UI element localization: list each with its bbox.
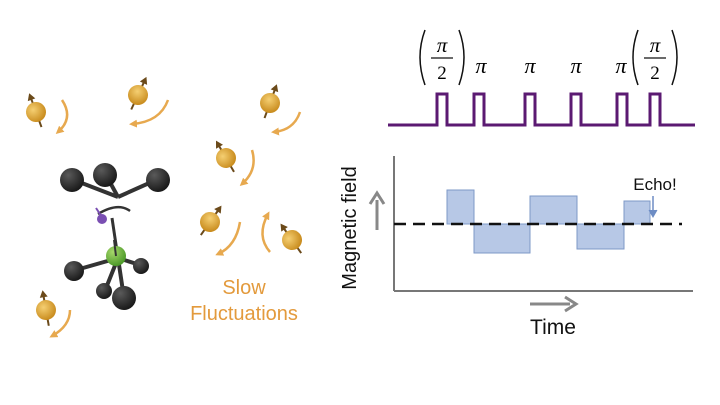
ligand-atom	[146, 168, 170, 192]
nuclear-spin	[26, 93, 46, 128]
ligand-atom	[60, 168, 84, 192]
field-segment	[473, 223, 531, 254]
denominator: 2	[437, 63, 447, 84]
echo-arrowhead	[648, 209, 658, 219]
field-plot: Magnetic field Time Echo!	[339, 156, 693, 339]
ligand-atom	[93, 163, 117, 187]
ligand-atom	[112, 286, 136, 310]
pulse-label-pi: π	[615, 53, 627, 78]
rotation-arrow	[261, 211, 271, 253]
rotation-arrow	[129, 99, 170, 128]
nuclear-spin	[280, 223, 302, 254]
pulse-label-pi: π	[570, 53, 582, 78]
echo-label: Echo!	[633, 175, 676, 194]
nuclear-spin	[36, 290, 56, 326]
pi-symbol: π	[437, 33, 448, 57]
electron-orbit	[97, 205, 131, 216]
central-atom	[106, 246, 126, 266]
electron	[97, 214, 107, 224]
pulse-sequence-trace	[388, 92, 695, 127]
nuclear-spin	[216, 140, 236, 173]
y-axis-label: Magnetic field	[339, 166, 361, 289]
y-direction-arrowhead	[368, 190, 386, 205]
pulse-label-half-pi-end: π 2	[632, 29, 678, 86]
rotation-arrow	[271, 111, 302, 136]
spin-rotation-arrows	[49, 99, 302, 338]
field-segment	[529, 195, 578, 225]
rotation-arrow	[239, 149, 255, 186]
ligand-atom	[133, 258, 149, 274]
spin-bath	[26, 76, 302, 326]
ligand-atom	[64, 261, 84, 281]
pi-symbol: π	[650, 33, 661, 57]
field-segment	[623, 200, 651, 225]
central-spin-arrow	[113, 239, 117, 257]
x-direction-arrowhead	[564, 295, 579, 313]
field-segment	[576, 223, 625, 250]
ligand-atom	[96, 283, 112, 299]
x-axis-label: Time	[530, 316, 576, 339]
pulse-label-half-pi-start: π 2	[419, 29, 465, 86]
nuclear-spin	[128, 76, 148, 110]
nuclear-spin	[260, 84, 280, 119]
pulse-label-pi: π	[475, 53, 487, 78]
pulse-label-pi: π	[524, 53, 536, 78]
denominator: 2	[650, 63, 660, 84]
nuclear-spin	[200, 205, 222, 236]
rotation-arrow	[215, 221, 242, 256]
caption-fluctuations: Fluctuations	[190, 303, 298, 325]
field-segment	[446, 189, 475, 225]
rotation-arrow	[49, 309, 72, 338]
rotation-arrow	[55, 99, 69, 134]
caption-slow: Slow	[222, 277, 266, 299]
molecule-illustration	[60, 163, 170, 310]
